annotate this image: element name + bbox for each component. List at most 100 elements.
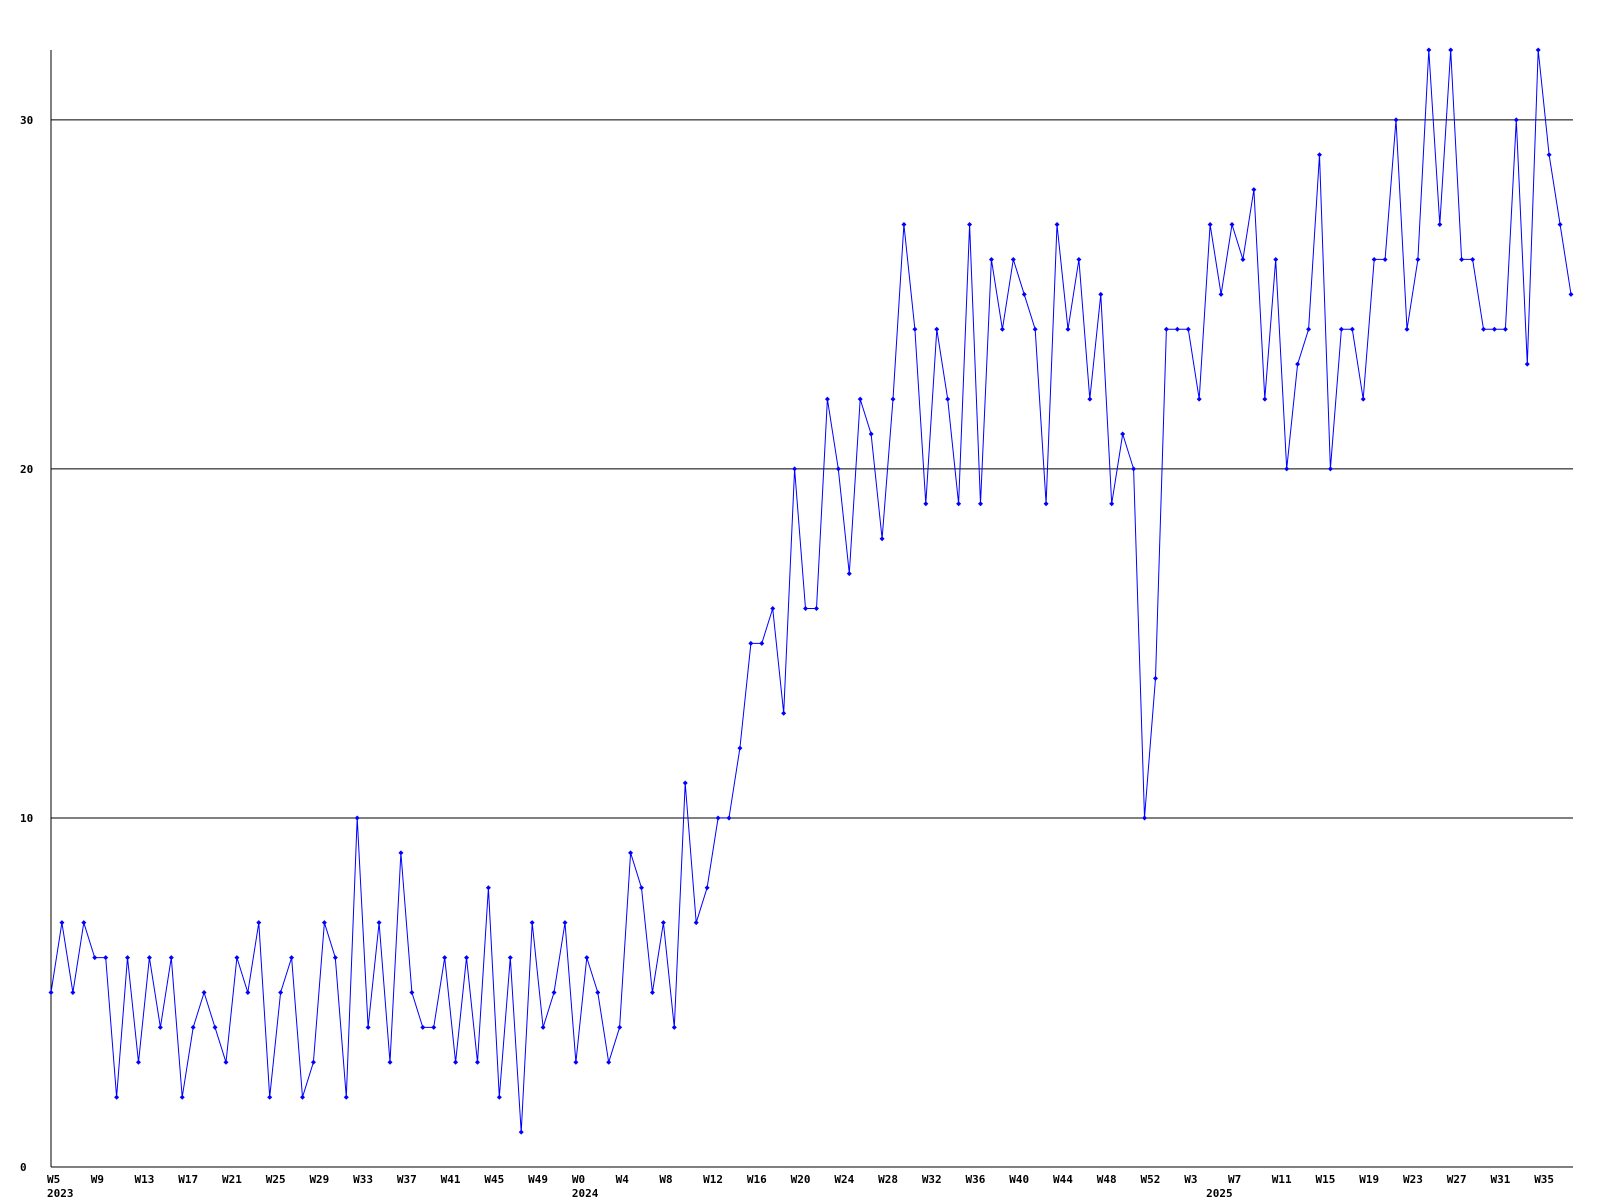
x-tick-label: W48 (1097, 1173, 1117, 1186)
point-marker (759, 640, 765, 646)
x-tick-label: W8 (659, 1173, 672, 1186)
point-marker (803, 606, 809, 611)
point-marker (343, 1094, 349, 1100)
point-marker (1262, 396, 1268, 402)
point-marker (1295, 361, 1301, 367)
point-marker (1404, 326, 1410, 332)
point-marker (1207, 222, 1213, 228)
point-marker (464, 955, 470, 961)
point-marker (1185, 326, 1191, 332)
y-tick-label: 0 (20, 1161, 27, 1174)
point-marker (835, 466, 841, 472)
x-tick-label: W9 (91, 1173, 104, 1186)
point-marker (584, 955, 590, 961)
point-marker (967, 222, 973, 228)
x-tick-label: W24 (834, 1173, 854, 1186)
point-marker (1098, 291, 1104, 297)
x-tick-label: W28 (878, 1173, 898, 1186)
point-marker (671, 1024, 677, 1030)
point-marker (551, 989, 557, 995)
point-marker (59, 920, 65, 926)
point-marker (726, 815, 732, 821)
point-marker (245, 989, 251, 995)
point-marker (660, 920, 666, 926)
x-tick-label: W27 (1447, 1173, 1467, 1186)
point-marker (321, 920, 327, 926)
point-marker (234, 955, 240, 961)
y-tick-label: 20 (20, 463, 33, 476)
point-marker (376, 920, 382, 926)
point-marker (146, 955, 152, 961)
point-marker (1513, 117, 1519, 123)
point-marker (1218, 291, 1224, 297)
point-marker (868, 431, 874, 437)
point-marker (409, 989, 415, 995)
point-marker (595, 989, 601, 995)
point-marker (693, 920, 699, 926)
point-marker (813, 606, 819, 611)
point-marker (1142, 815, 1148, 821)
point-marker (48, 989, 54, 995)
x-tick-label: W20 (791, 1173, 811, 1186)
point-marker (92, 955, 98, 961)
point-marker (125, 955, 131, 961)
x-tick-label: W7 (1228, 1173, 1241, 1186)
point-marker (496, 1094, 502, 1100)
point-marker (1459, 256, 1465, 262)
x-tick-label: W44 (1053, 1173, 1073, 1186)
point-marker (1131, 466, 1137, 472)
point-marker (1524, 361, 1530, 367)
point-marker (1360, 396, 1366, 402)
point-marker (212, 1024, 218, 1030)
y-tick-label: 30 (20, 114, 33, 127)
point-marker (289, 955, 295, 961)
point-marker (540, 1024, 546, 1030)
point-marker (792, 466, 798, 472)
x-tick-label: W19 (1359, 1173, 1379, 1186)
point-marker (912, 326, 918, 332)
point-marker (114, 1094, 120, 1100)
point-marker (1426, 47, 1432, 53)
point-marker (879, 536, 885, 542)
point-marker (1163, 326, 1169, 332)
x-tick-label: W35 (1534, 1173, 1554, 1186)
point-marker (310, 1059, 316, 1065)
point-marker (890, 396, 896, 402)
point-marker (1546, 152, 1552, 158)
point-marker (190, 1024, 196, 1030)
point-marker (201, 989, 207, 995)
point-marker (1382, 256, 1388, 262)
x-tick-label: W21 (222, 1173, 242, 1186)
point-marker (420, 1024, 426, 1030)
x-tick-label: W29 (309, 1173, 329, 1186)
x-tick-label: W52 (1141, 1173, 1161, 1186)
x-tick-label: W17 (178, 1173, 198, 1186)
point-marker (1470, 256, 1476, 262)
point-marker (901, 222, 907, 228)
point-marker (1120, 431, 1126, 437)
point-marker (1152, 675, 1158, 681)
point-marker (1338, 326, 1344, 332)
point-marker (857, 396, 863, 402)
point-marker (704, 885, 710, 891)
point-marker (1240, 256, 1246, 262)
point-marker (1043, 501, 1049, 507)
point-marker (1273, 256, 1279, 262)
point-marker (1054, 222, 1060, 228)
point-marker (179, 1094, 185, 1100)
point-marker (278, 989, 284, 995)
point-marker (1010, 256, 1016, 262)
point-marker (1076, 256, 1082, 262)
x-tick-label: W37 (397, 1173, 417, 1186)
point-marker (1229, 222, 1235, 228)
y-tick-label: 10 (20, 812, 33, 825)
point-marker (300, 1094, 306, 1100)
x-tick-label: W13 (134, 1173, 154, 1186)
point-marker (135, 1059, 141, 1065)
point-marker (1316, 152, 1322, 158)
point-marker (507, 955, 513, 961)
point-marker (168, 955, 174, 961)
point-marker (715, 815, 721, 821)
point-marker (628, 850, 634, 856)
